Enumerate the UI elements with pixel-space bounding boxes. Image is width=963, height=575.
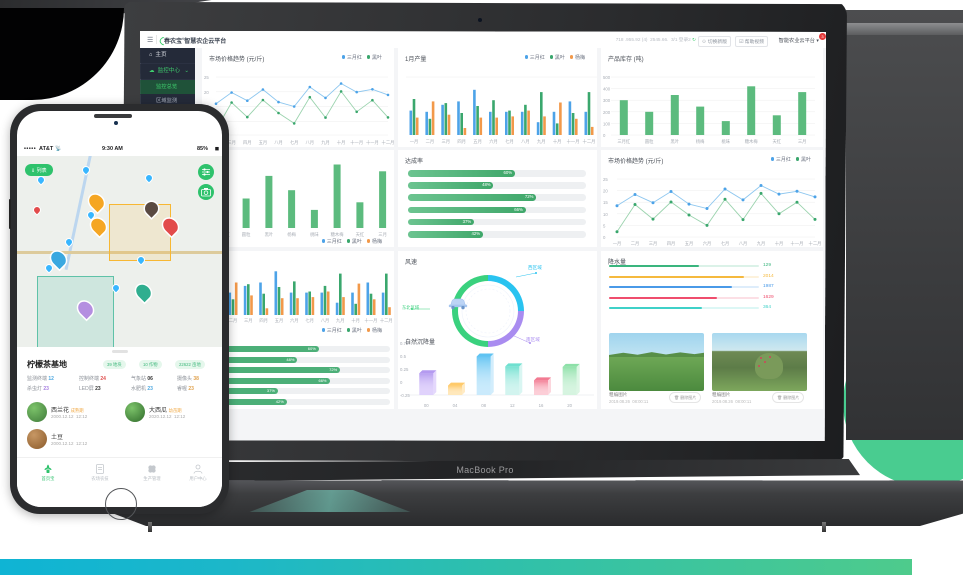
svg-text:-0.25: -0.25 (400, 393, 410, 398)
svg-text:四月: 四月 (243, 140, 252, 146)
svg-text:十一月: 十一月 (567, 138, 580, 145)
svg-text:0: 0 (400, 380, 403, 385)
svg-text:十月: 十月 (553, 138, 562, 145)
svg-text:四月: 四月 (457, 139, 466, 145)
svg-text:一月: 一月 (410, 139, 419, 145)
svg-text:400: 400 (603, 87, 611, 92)
svg-text:25: 25 (204, 75, 209, 80)
svg-text:九月: 九月 (321, 139, 330, 146)
svg-text:十二月: 十二月 (382, 139, 394, 146)
svg-text:二月: 二月 (631, 241, 640, 247)
svg-text:500: 500 (603, 75, 611, 80)
svg-text:八月: 八月 (274, 140, 283, 146)
svg-text:四月: 四月 (667, 241, 676, 247)
svg-text:三月: 三月 (442, 139, 451, 145)
svg-text:八月: 八月 (306, 140, 315, 146)
svg-text:三月: 三月 (244, 318, 253, 324)
svg-text:二月: 二月 (229, 318, 238, 324)
svg-text:12: 12 (510, 403, 515, 408)
svg-text:04: 04 (453, 403, 458, 408)
svg-text:十月: 十月 (775, 240, 784, 247)
svg-text:八月: 八月 (739, 241, 748, 247)
svg-text:08: 08 (481, 403, 486, 408)
svg-text:七月: 七月 (290, 139, 299, 146)
svg-text:20: 20 (204, 90, 209, 95)
svg-text:杨梅: 杨梅 (696, 138, 705, 145)
svg-text:黑叶: 黑叶 (671, 138, 680, 145)
svg-text:0.75: 0.75 (400, 341, 409, 346)
svg-text:20: 20 (603, 189, 608, 194)
svg-text:五月: 五月 (275, 318, 284, 324)
svg-text:桃味: 桃味 (310, 231, 319, 238)
svg-text:四月: 四月 (259, 318, 268, 324)
svg-text:0: 0 (603, 133, 606, 138)
svg-text:糖木梅: 糖木梅 (331, 231, 345, 238)
svg-text:黑叶: 黑叶 (265, 231, 274, 238)
svg-text:糖木梅: 糖木梅 (745, 138, 759, 145)
svg-text:一月: 一月 (613, 241, 622, 247)
svg-text:六月: 六月 (489, 138, 498, 145)
svg-text:七月: 七月 (721, 240, 730, 247)
svg-text:杨梅: 杨梅 (287, 231, 296, 238)
svg-text:10: 10 (603, 212, 608, 217)
svg-text:六月: 六月 (290, 317, 299, 324)
svg-text:200: 200 (603, 110, 611, 115)
svg-text:五月: 五月 (259, 140, 268, 146)
svg-text:二月: 二月 (426, 139, 435, 145)
svg-text:七月: 七月 (505, 138, 514, 145)
svg-text:5: 5 (603, 223, 606, 228)
svg-text:300: 300 (603, 98, 611, 103)
svg-text:九月: 九月 (336, 317, 345, 324)
svg-text:十一月: 十一月 (350, 139, 363, 146)
svg-text:十一月: 十一月 (791, 240, 804, 247)
svg-text:0.5: 0.5 (400, 354, 407, 359)
svg-text:五月: 五月 (685, 241, 694, 247)
svg-text:16: 16 (539, 403, 544, 408)
svg-text:八月: 八月 (521, 139, 530, 145)
svg-text:0: 0 (603, 235, 606, 240)
svg-text:九月: 九月 (537, 138, 546, 145)
svg-text:十二月: 十二月 (583, 138, 596, 145)
svg-text:十一月: 十一月 (365, 317, 378, 324)
svg-text:0.25: 0.25 (400, 367, 409, 372)
svg-text:十一月: 十一月 (366, 139, 379, 146)
svg-text:八月: 八月 (321, 318, 330, 324)
svg-text:十月: 十月 (337, 139, 346, 146)
svg-text:20: 20 (567, 403, 572, 408)
svg-text:五月: 五月 (473, 139, 482, 145)
svg-text:天红: 天红 (356, 231, 365, 238)
svg-text:桃味: 桃味 (722, 138, 731, 145)
svg-text:十二月: 十二月 (809, 240, 822, 247)
svg-text:六月: 六月 (703, 240, 712, 247)
svg-text:十二月: 十二月 (380, 317, 393, 324)
svg-text:三月: 三月 (649, 241, 658, 247)
svg-text:天红: 天红 (773, 138, 782, 145)
svg-text:00: 00 (424, 403, 429, 408)
svg-text:15: 15 (603, 200, 608, 205)
svg-text:圆粒: 圆粒 (242, 231, 251, 238)
svg-text:十月: 十月 (351, 317, 360, 324)
svg-text:七月: 七月 (305, 317, 314, 324)
svg-text:三月红: 三月红 (617, 138, 631, 145)
svg-text:九月: 九月 (757, 240, 766, 247)
svg-text:圆粒: 圆粒 (645, 138, 654, 145)
svg-text:100: 100 (603, 121, 611, 126)
svg-text:25: 25 (603, 177, 608, 182)
svg-text:三月: 三月 (798, 139, 807, 145)
